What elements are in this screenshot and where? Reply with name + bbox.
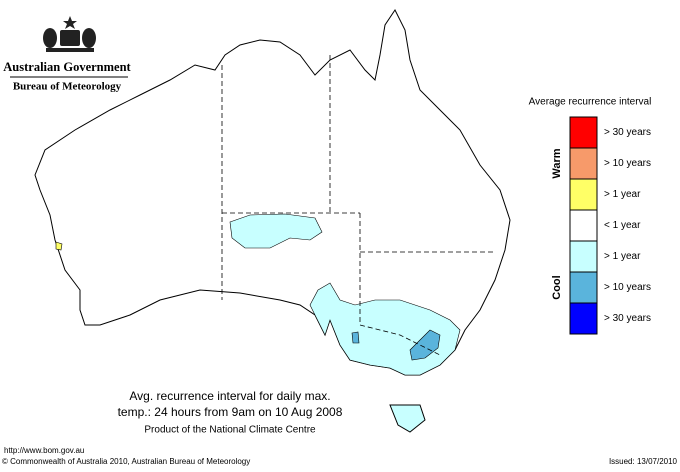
legend-swatch [569,147,598,180]
caption-line: Avg. recurrence interval for daily max. [129,389,330,403]
legend-label: > 10 years [604,282,651,293]
footer-issued: Issued: 13/07/2010 [609,457,678,466]
coat-of-arms [43,16,96,52]
legend-title: Average recurrence interval [529,97,652,108]
bureau-name: Bureau of Meteorology [13,81,122,93]
legend-swatch [569,178,598,211]
legend-label: > 1 year [604,189,641,200]
legend-group-label: Cool [551,275,563,299]
legend-label: > 1 year [604,251,641,262]
caption-line: temp.: 24 hours from 9am on 10 Aug 2008 [118,405,343,419]
legend-swatch [569,302,598,335]
legend-swatch [569,271,598,304]
australia-map [34,9,511,433]
legend-swatch [569,240,598,273]
legend-label: > 30 years [604,127,651,138]
government-name: Australian Government [3,60,131,74]
legend-label: < 1 year [604,220,641,231]
legend-label: > 10 years [604,158,651,169]
legend-label: > 30 years [604,313,651,324]
legend-swatch [569,116,598,149]
caption-line: Product of the National Climate Centre [144,425,316,436]
state-borders [221,55,495,356]
legend-group-label: Warm [551,148,563,178]
legend: > 30 years > 10 years > 1 year < 1 year > 1 … [551,116,651,335]
footer-url: http://www.bom.gov.au [4,446,84,455]
footer-copyright: © Commonwealth of Australia 2010, Austra… [2,457,250,466]
legend-swatch [569,209,598,242]
